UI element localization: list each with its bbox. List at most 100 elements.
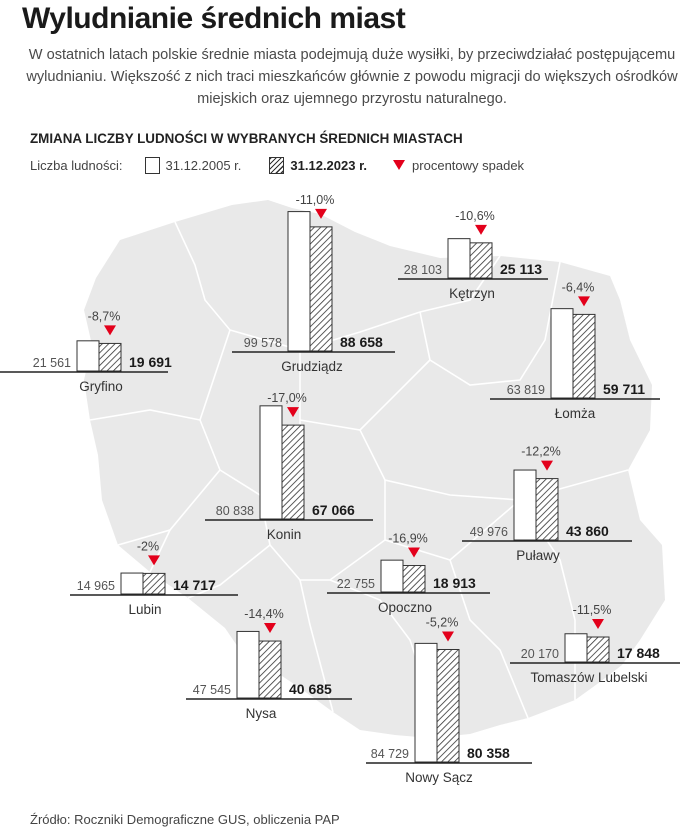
percent-change-label: -17,0% — [267, 391, 307, 405]
city-name: Kętrzyn — [449, 286, 495, 301]
chart-subtitle: ZMIANA LICZBY LUDNOŚCI W WYBRANYCH ŚREDN… — [30, 131, 463, 146]
value-label-2023: 88 658 — [340, 334, 383, 350]
bar-2005 — [259, 405, 283, 520]
legend-item-2023: 31.12.2023 r. — [269, 156, 393, 174]
city-group-łomża: 63 819 59 711 -6,4% Łomża — [490, 280, 660, 421]
drop-triangle-icon — [264, 623, 276, 634]
percent-change-label: -14,4% — [244, 607, 284, 621]
city-name: Nysa — [246, 706, 277, 721]
value-label-2023: 43 860 — [566, 523, 609, 539]
bar-2005 — [414, 642, 438, 763]
city-name: Nowy Sącz — [405, 770, 473, 785]
value-label-2005: 21 561 — [33, 356, 71, 370]
percent-change-label: -12,2% — [521, 445, 561, 459]
value-label-2005: 28 103 — [404, 263, 442, 277]
bar-2005 — [550, 308, 574, 399]
value-label-2023: 18 913 — [433, 575, 476, 591]
value-label-2005: 20 170 — [521, 647, 559, 661]
value-label-2023: 17 848 — [617, 645, 660, 661]
drop-triangle-icon — [148, 555, 160, 566]
city-group-tomaszów-lubelski: 20 170 17 848 -11,5% Tomaszów Lubelski — [510, 603, 680, 685]
value-label-2005: 99 578 — [244, 336, 282, 350]
percent-change-label: -11,5% — [573, 603, 612, 617]
city-group-opoczno: 22 755 18 913 -16,9% Opoczno — [327, 532, 490, 615]
bar-2023 — [309, 226, 333, 352]
bar-2005 — [287, 211, 311, 352]
bar-2023 — [402, 565, 426, 593]
bar-2023 — [436, 648, 460, 763]
page-title: Wyludnianie średnich miast — [22, 2, 406, 35]
value-label-2023: 19 691 — [129, 354, 172, 370]
city-name: Gryfino — [79, 379, 123, 394]
city-group-gryfino: 21 561 19 691 -8,7% Gryfino — [0, 309, 172, 394]
value-label-2023: 14 717 — [173, 577, 216, 593]
bar-2005 — [564, 633, 588, 663]
legend-swatch-2005 — [144, 156, 160, 174]
bar-2005 — [380, 559, 404, 593]
city-name: Opoczno — [378, 600, 432, 615]
value-label-2005: 14 965 — [77, 579, 115, 593]
bar-2005 — [447, 238, 471, 279]
bar-2023 — [258, 640, 282, 699]
drop-triangle-icon — [315, 208, 327, 219]
legend-triangle-icon — [393, 160, 406, 170]
city-group-lubin: 14 965 14 717 -2% Lubin — [70, 539, 238, 617]
bar-2023 — [142, 572, 166, 595]
poland-map — [84, 200, 665, 738]
value-label-2005: 84 729 — [371, 747, 409, 761]
bar-2005 — [513, 469, 537, 541]
city-name: Grudziądz — [281, 359, 343, 374]
percent-change-label: -6,4% — [562, 280, 595, 294]
city-name: Konin — [267, 527, 302, 542]
value-label-2023: 67 066 — [312, 502, 355, 518]
city-group-nowy-sącz: 84 729 80 358 -5,2% Nowy Sącz — [366, 615, 532, 785]
percent-change-label: -16,9% — [388, 532, 428, 546]
legend-item-drop: procentowy spadek — [393, 158, 524, 173]
intro-text: W ostatnich latach polskie średnie miast… — [26, 47, 678, 107]
value-label-2005: 47 545 — [193, 683, 231, 697]
city-name: Lubin — [128, 602, 161, 617]
bar-2005 — [236, 630, 260, 699]
city-groups: 21 561 19 691 -8,7% Gryfino 99 578 88 658 -11,… — [0, 193, 680, 785]
percent-change-label: -5,2% — [426, 615, 459, 629]
drop-triangle-icon — [541, 460, 553, 471]
drop-triangle-icon — [104, 325, 116, 336]
value-label-2023: 59 711 — [603, 381, 645, 397]
legend-text-2005: 31.12.2005 r. — [165, 157, 242, 173]
city-name: Puławy — [516, 548, 560, 563]
bar-2023 — [535, 478, 559, 541]
percent-change-label: -10,6% — [455, 209, 495, 223]
city-name: Tomaszów Lubelski — [530, 670, 647, 685]
drop-triangle-icon — [287, 407, 299, 418]
legend-swatch-2023 — [269, 156, 285, 174]
value-label-2005: 80 838 — [216, 504, 254, 518]
bar-2023 — [586, 636, 610, 663]
bar-2023 — [98, 342, 122, 372]
bar-2005 — [76, 340, 100, 372]
value-label-2005: 22 755 — [337, 577, 375, 591]
value-label-2023: 80 358 — [467, 745, 510, 761]
drop-triangle-icon — [408, 547, 420, 558]
legend-text-drop: procentowy spadek — [412, 157, 525, 173]
legend: Liczba ludności: 31.12.2005 r. 31.12.202… — [30, 155, 524, 175]
bar-2005 — [120, 572, 144, 595]
city-group-konin: 80 838 67 066 -17,0% Konin — [205, 391, 373, 542]
legend-item-2005: 31.12.2005 r. — [144, 156, 270, 174]
drop-triangle-icon — [592, 619, 604, 630]
value-label-2005: 63 819 — [507, 383, 545, 397]
bar-2023 — [469, 242, 493, 279]
bar-2023 — [572, 313, 596, 399]
bar-2023 — [281, 424, 305, 520]
value-label-2023: 40 685 — [289, 681, 332, 697]
drop-triangle-icon — [578, 296, 590, 307]
drop-triangle-icon — [442, 631, 454, 642]
percent-change-label: -2% — [137, 539, 159, 553]
city-group-kętrzyn: 28 103 25 113 -10,6% Kętrzyn — [398, 209, 548, 301]
percent-change-label: -8,7% — [88, 309, 121, 323]
percent-change-label: -11,0% — [296, 193, 335, 207]
value-label-2023: 25 113 — [500, 261, 542, 277]
city-name: Łomża — [555, 406, 596, 421]
city-group-grudziądz: 99 578 88 658 -11,0% Grudziądz — [232, 193, 395, 374]
city-group-puławy: 49 976 43 860 -12,2% Puławy — [462, 445, 632, 563]
